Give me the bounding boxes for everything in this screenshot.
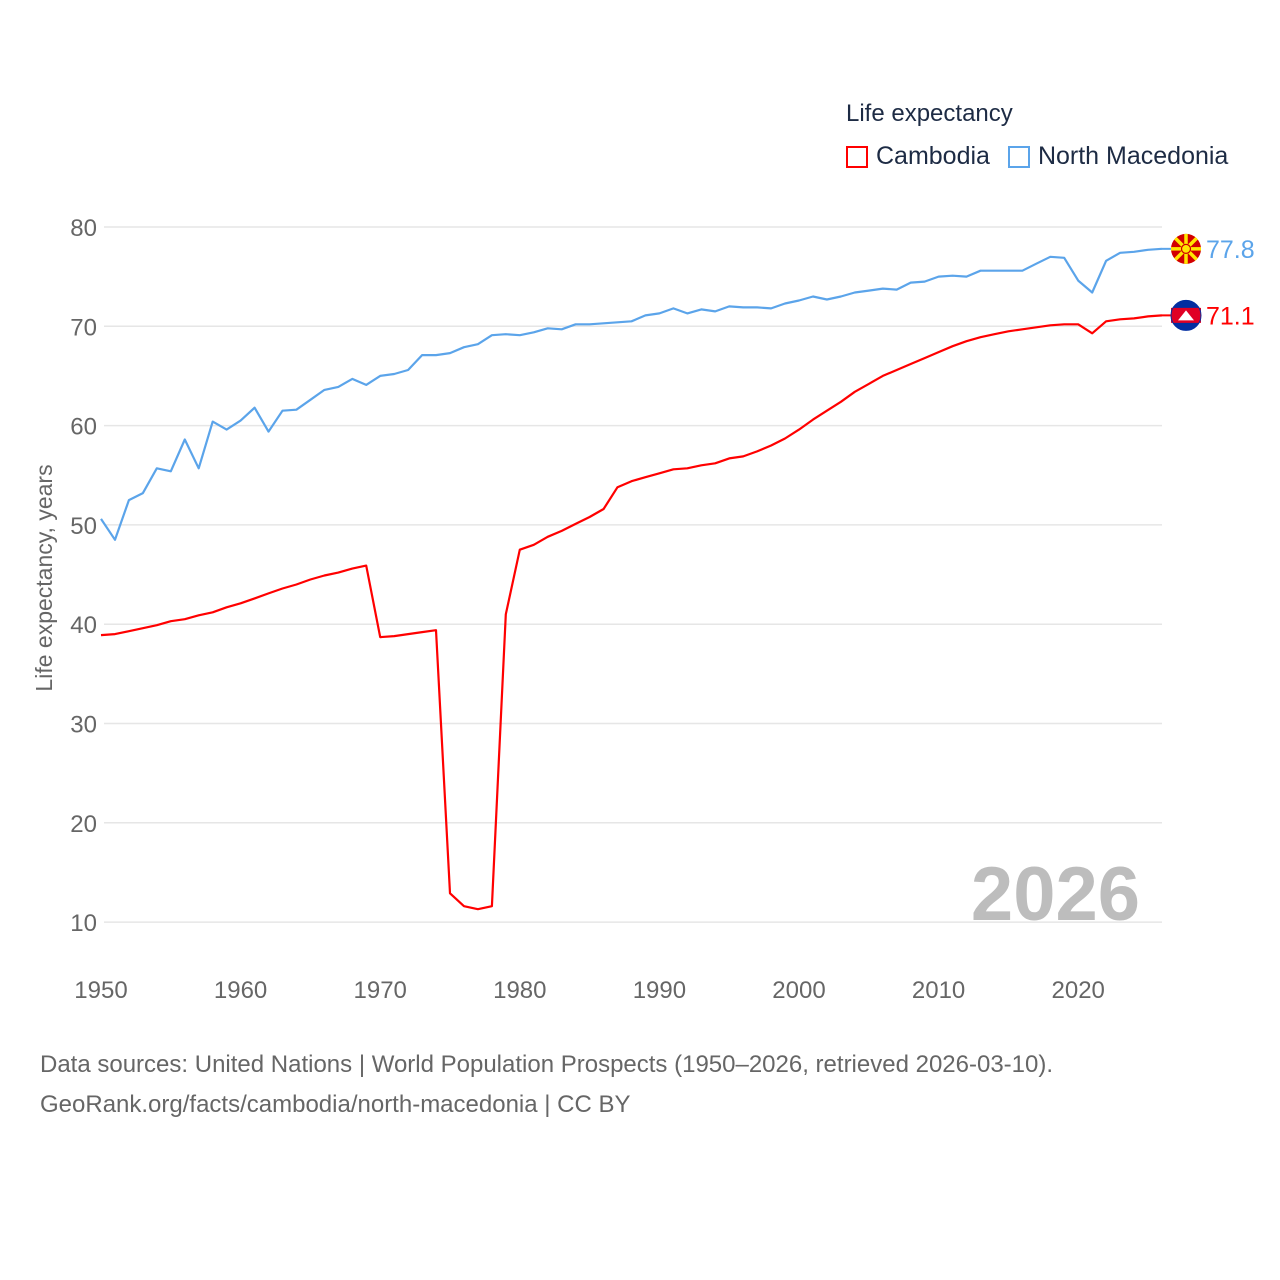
x-tick-label: 2010: [912, 977, 965, 1004]
y-tick-label: 80: [70, 215, 97, 242]
flag-border: [1170, 299, 1202, 331]
x-tick-label: 1990: [633, 977, 686, 1004]
legend-title: Life expectancy: [846, 100, 1013, 127]
y-tick-label: 40: [70, 612, 97, 639]
x-tick-label: 2020: [1052, 977, 1105, 1004]
x-tick-label: 2000: [772, 977, 825, 1004]
y-tick-label: 20: [70, 811, 97, 838]
x-tick-label: 1970: [354, 977, 407, 1004]
y-axis-label: Life expectancy, years: [31, 464, 57, 691]
y-tick-label: 50: [70, 513, 97, 540]
y-tick-label: 60: [70, 414, 97, 441]
y-tick-label: 70: [70, 314, 97, 341]
source-url[interactable]: GeoRank.org/facts/cambodia/north-macedon…: [40, 1091, 631, 1118]
series-line-cambodia: [100, 314, 1163, 911]
flag-temple: [1178, 310, 1194, 321]
x-tick-label: 1950: [74, 977, 127, 1004]
year-watermark: 2026: [971, 852, 1140, 937]
x-tick-label: 1960: [214, 977, 267, 1004]
flag-sun: [1180, 243, 1192, 254]
y-tick-label: 30: [70, 712, 97, 739]
end-value-label: 71.1: [1206, 302, 1255, 330]
y-tick-label: 10: [70, 910, 97, 937]
series-line-north-macedonia: [100, 247, 1163, 541]
data-source-note: Data sources: United Nations | World Pop…: [40, 1051, 1054, 1078]
end-value-label: 77.8: [1206, 236, 1255, 264]
legend-item-cambodia[interactable]: Cambodia: [846, 142, 990, 171]
legend-item-north-macedonia[interactable]: North Macedonia: [1007, 142, 1229, 171]
legend-label: North Macedonia: [1037, 142, 1229, 170]
legend-label: Cambodia: [876, 142, 990, 170]
footer: Data sources: United Nations | World Pop…: [40, 1045, 1053, 1125]
legend-swatch-cambodia: [846, 145, 868, 168]
legend-swatch-north-macedonia: [1007, 145, 1030, 168]
legend: Cambodia North Macedonia: [846, 142, 1246, 171]
x-tick-label: 1980: [493, 977, 546, 1004]
